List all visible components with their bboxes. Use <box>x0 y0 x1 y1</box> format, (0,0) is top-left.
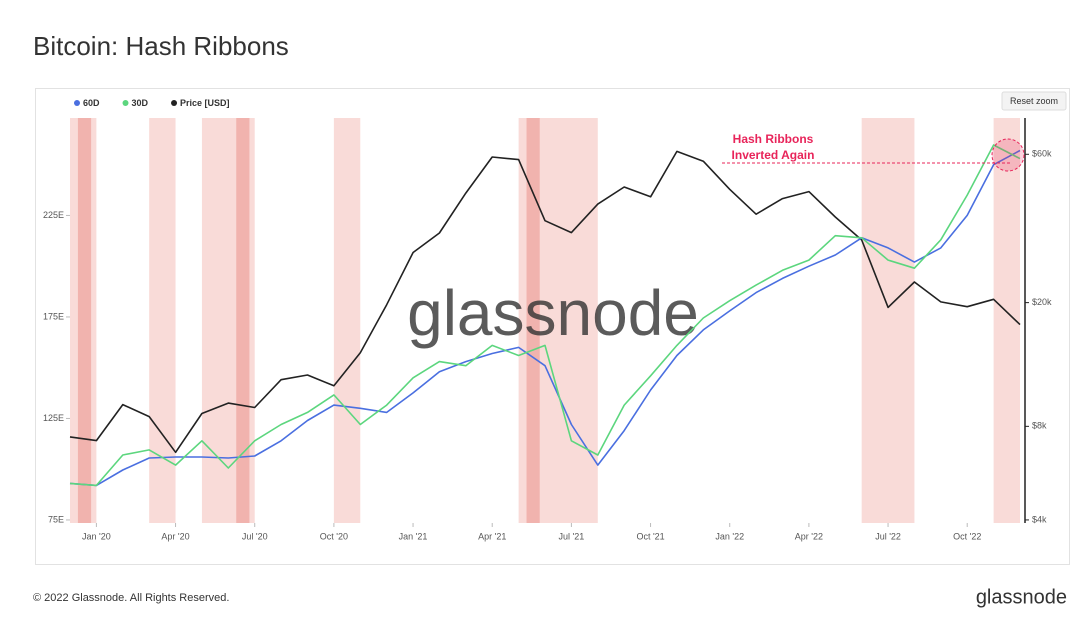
y-tick-label: 225E <box>43 210 64 220</box>
annotation-text: Hash Ribbons <box>733 132 814 146</box>
x-tick-label: Oct '20 <box>320 531 348 541</box>
capitulation-band-dark <box>77 118 92 523</box>
series-line <box>69 144 1021 487</box>
x-tick-label: Apr '22 <box>795 531 823 541</box>
x-tick-label: Jan '22 <box>715 531 744 541</box>
annotation-circle <box>991 138 1025 172</box>
x-tick-label: Apr '21 <box>478 531 506 541</box>
bands <box>70 118 1020 523</box>
annotation-text: Inverted Again <box>732 148 815 162</box>
legend-label: Price [USD] <box>180 98 230 108</box>
chart-title: Bitcoin: Hash Ribbons <box>33 31 289 61</box>
logo: glassnode <box>976 586 1067 608</box>
y-tick-label: 175E <box>43 311 64 321</box>
capitulation-band-dark <box>236 118 250 523</box>
footer: © 2022 Glassnode. All Rights Reserved. <box>33 592 229 604</box>
legend-marker <box>171 100 178 106</box>
capitulation-band <box>861 118 915 523</box>
legend-label: 30D <box>132 98 149 108</box>
x-tick-label: Apr '20 <box>161 531 189 541</box>
y2-tick-label: $4k <box>1032 514 1047 524</box>
series-line <box>69 150 1021 454</box>
y2-tick-label: $60k <box>1032 149 1052 159</box>
y2-tick-label: $8k <box>1032 421 1047 431</box>
y-tick-label: 75E <box>48 514 64 524</box>
y2-tick-label: $20k <box>1032 297 1052 307</box>
y-tick-label: 125E <box>43 413 64 423</box>
x-tick-label: Jan '20 <box>82 531 111 541</box>
capitulation-band-dark <box>526 118 540 523</box>
reset-zoom-label[interactable]: Reset zoom <box>1010 96 1058 106</box>
capitulation-band <box>149 118 176 523</box>
x-tick-label: Jan '21 <box>399 531 428 541</box>
legend-marker <box>74 100 80 106</box>
x-tick-label: Jul '20 <box>242 531 268 541</box>
reset-zoom-button[interactable] <box>1001 91 1067 111</box>
watermark: glassnode <box>407 277 699 349</box>
legend-label: 60D <box>83 98 100 108</box>
capitulation-band <box>333 118 361 523</box>
x-tick-label: Jul '22 <box>875 531 901 541</box>
x-tick-label: Jul '21 <box>559 531 585 541</box>
legend-marker <box>122 100 129 106</box>
x-tick-label: Oct '22 <box>953 531 981 541</box>
x-tick-label: Oct '21 <box>636 531 664 541</box>
